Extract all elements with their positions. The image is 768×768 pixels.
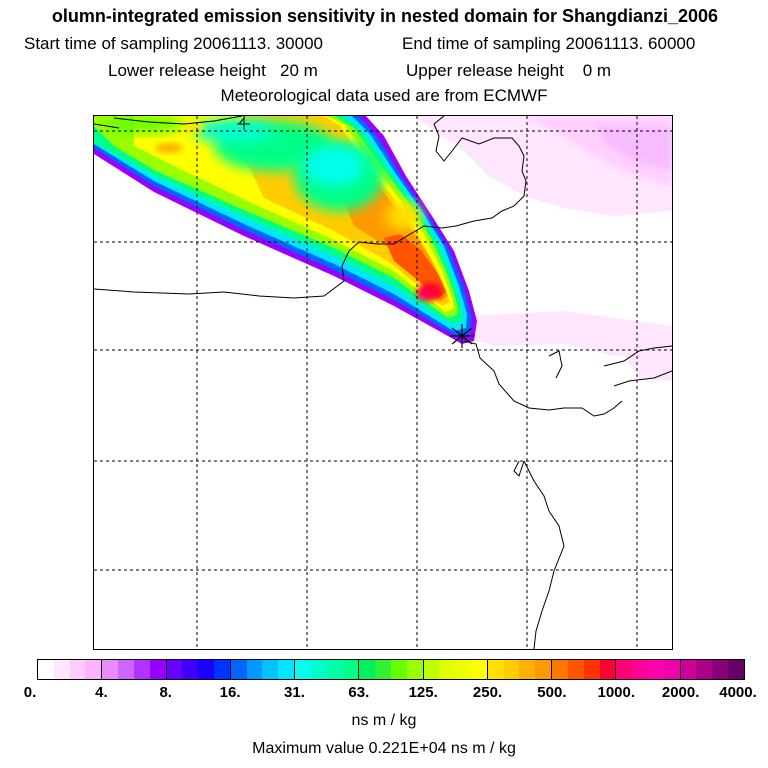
color-scale-swatch [295, 660, 311, 679]
color-scale-swatch [648, 660, 664, 679]
color-scale-swatch [278, 660, 295, 679]
upper-release-height: Upper release height 0 m [406, 61, 612, 80]
color-scale-swatch [696, 660, 713, 679]
color-scale-swatch [359, 660, 376, 679]
color-scale-swatch [552, 660, 568, 679]
color-scale-tick-label: 0. [23, 684, 37, 701]
color-scale-swatch [213, 660, 230, 679]
color-scale-bin [38, 660, 103, 679]
color-scale-tick-label: 4. [95, 684, 108, 701]
color-scale-bin [102, 660, 167, 679]
color-scale-swatch [102, 660, 119, 679]
color-scale-swatch [487, 660, 504, 679]
color-scale-swatch [85, 660, 102, 679]
color-scale-tick-label: 31. [284, 684, 305, 701]
color-scale-swatch [342, 660, 359, 679]
color-scale-tick-label: 16. [219, 684, 241, 701]
color-scale-swatch [310, 660, 327, 679]
color-scale-swatch [423, 660, 440, 679]
color-scale-swatch [390, 660, 407, 679]
color-scale-tick-label: 250. [472, 684, 503, 701]
maximum-value: Maximum value 0.221E+04 ns m / kg [252, 740, 516, 757]
color-scale-swatch [182, 660, 199, 679]
color-scale-swatch [326, 660, 343, 679]
scale-units: ns m / kg [351, 712, 417, 729]
color-scale-swatch [375, 660, 391, 679]
color-scale-swatch [149, 660, 166, 679]
end-time-label: End time of sampling 20061113. 60000 [402, 34, 696, 53]
color-scale-swatch [246, 660, 263, 679]
color-scale-bin [487, 660, 553, 679]
color-scale-swatch [166, 660, 183, 679]
color-scale-swatch [471, 660, 487, 679]
color-scale-swatch [712, 660, 729, 679]
start-time-label: Start time of sampling 20061113. 30000 [24, 34, 323, 53]
color-scale-tick-label: 2000. [661, 684, 700, 701]
color-scale-swatch [439, 660, 456, 679]
color-scale-swatch [663, 660, 680, 679]
color-scale-swatch [118, 660, 134, 679]
color-scale-swatch [728, 660, 744, 679]
color-scale-bin [230, 660, 296, 679]
color-scale-tick-label: 63. [348, 684, 370, 701]
color-scale-bar [37, 659, 745, 680]
color-scale-swatch [455, 660, 472, 679]
color-scale-tick-label: 125. [408, 684, 438, 701]
color-scale-tick-label: 8. [159, 684, 172, 701]
color-scale-bin [166, 660, 231, 679]
color-scale-tick-label: 1000. [597, 684, 636, 701]
lat-lon-grid [94, 116, 672, 649]
color-scale-bin [680, 660, 744, 679]
color-scale-swatch [583, 660, 600, 679]
lower-release-height: Lower release height 20 m [108, 61, 318, 80]
color-scale-swatch [406, 660, 423, 679]
color-scale-swatch [503, 660, 520, 679]
sensitivity-map [93, 115, 673, 650]
color-scale-swatch [262, 660, 279, 679]
color-scale-bin [359, 660, 424, 679]
color-scale-bin [552, 660, 617, 679]
color-scale-swatch [69, 660, 86, 679]
color-scale-swatch [599, 660, 616, 679]
plume-interior-pockets [104, 116, 422, 230]
met-data-note: Meteorological data used are from ECMWF [220, 86, 548, 105]
color-scale-swatch [133, 660, 150, 679]
color-scale-swatch [616, 660, 633, 679]
low-sensitivity-region [414, 116, 672, 381]
color-scale-swatch [38, 660, 54, 679]
color-scale-bin [423, 660, 488, 679]
coastlines-and-borders [94, 116, 672, 649]
color-scale-swatch [198, 660, 214, 679]
color-scale-swatch [230, 660, 247, 679]
color-scale-swatch [567, 660, 584, 679]
color-scale-swatch [519, 660, 536, 679]
color-scale-swatch [535, 660, 552, 679]
color-scale-swatch [632, 660, 649, 679]
release-site-marker [450, 324, 474, 348]
color-scale-swatch [680, 660, 697, 679]
color-scale-tick-label: 500. [537, 684, 567, 701]
color-scale-bin [616, 660, 681, 679]
color-scale-bin [295, 660, 360, 679]
start-time-value: 20061113. 30000 [193, 34, 323, 53]
color-scale-tick-label: 4000. [719, 684, 757, 701]
grid-point-marker [237, 116, 250, 130]
color-scale-swatch [53, 660, 70, 679]
map-title: olumn-integrated emission sensitivity in… [51, 6, 719, 26]
end-time-value: 20061113. 60000 [565, 34, 696, 53]
